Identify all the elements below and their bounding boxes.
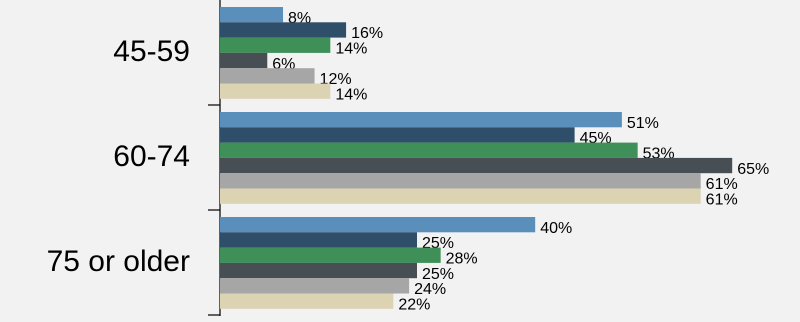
bar bbox=[220, 293, 394, 309]
bar bbox=[220, 217, 536, 233]
value-label: 40% bbox=[540, 220, 572, 237]
value-label: 24% bbox=[414, 281, 446, 298]
value-label: 14% bbox=[335, 86, 367, 103]
bar bbox=[220, 22, 347, 38]
value-label: 61% bbox=[706, 176, 738, 193]
bar bbox=[220, 52, 268, 69]
value-label: 16% bbox=[351, 25, 383, 42]
bar bbox=[220, 188, 701, 204]
bar bbox=[220, 37, 331, 53]
bar bbox=[220, 112, 622, 128]
bar bbox=[220, 232, 417, 248]
value-label: 51% bbox=[627, 115, 659, 132]
bar bbox=[220, 247, 441, 263]
bar bbox=[220, 173, 701, 189]
value-label: 14% bbox=[335, 40, 367, 57]
bar bbox=[220, 262, 417, 279]
value-label: 65% bbox=[737, 161, 769, 178]
value-label: 28% bbox=[446, 250, 478, 267]
bar bbox=[220, 127, 575, 143]
bar bbox=[220, 157, 733, 174]
bar bbox=[220, 142, 638, 158]
bar bbox=[220, 83, 331, 99]
category-label: 45-59 bbox=[113, 35, 190, 68]
value-label: 25% bbox=[422, 266, 454, 283]
bar bbox=[220, 7, 284, 23]
category-label: 60-74 bbox=[113, 140, 190, 173]
category-label: 75 or older bbox=[47, 245, 190, 278]
value-label: 22% bbox=[398, 296, 430, 313]
value-label: 61% bbox=[706, 191, 738, 208]
bar bbox=[220, 278, 410, 294]
bar bbox=[220, 68, 315, 84]
